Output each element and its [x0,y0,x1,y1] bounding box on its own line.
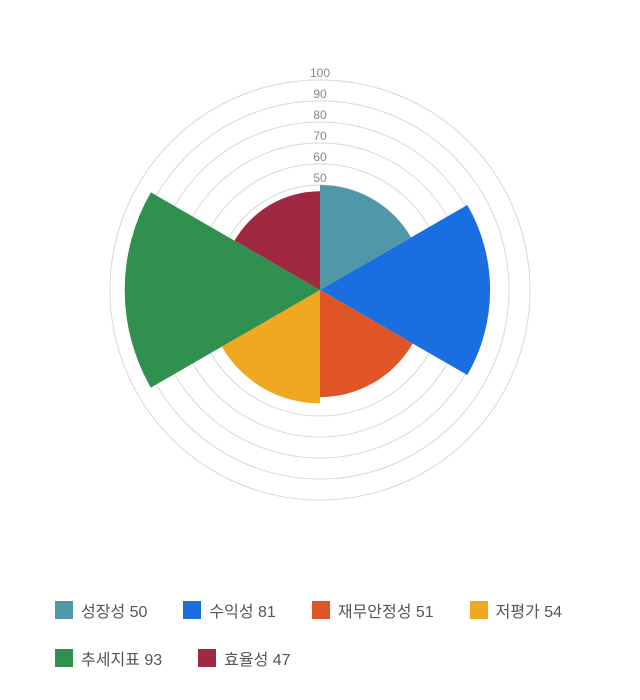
legend-item: 저평가 54 [470,598,562,622]
legend-label: 성장성 50 [81,598,147,622]
legend-label: 재무안정성 51 [338,598,434,622]
chart-svg: 50 60 70 80 90 100 [0,0,640,560]
axis-tick-label: 70 [313,129,327,143]
legend-marker [55,601,73,619]
legend-item: 효율성 47 [198,646,290,670]
legend-marker [55,649,73,667]
legend-marker [312,601,330,619]
legend-label: 수익성 81 [209,598,275,622]
legend-item: 성장성 50 [55,598,147,622]
axis-tick-label: 50 [313,171,327,185]
polar-area-chart: 50 60 70 80 90 100 성장성 50 수익성 81 재무안정성 51 저평가 54… [0,0,640,700]
legend-label: 저평가 54 [496,598,562,622]
legend-label: 효율성 47 [224,646,290,670]
axis-tick-label: 80 [313,108,327,122]
chart-legend: 성장성 50 수익성 81 재무안정성 51 저평가 54 추세지표 93 효율성 47 [55,598,600,670]
axis-tick-label: 90 [313,87,327,101]
legend-marker [470,601,488,619]
axis-tick-label: 100 [310,66,330,80]
legend-label: 추세지표 93 [81,646,162,670]
axis-tick-label: 60 [313,150,327,164]
legend-item: 수익성 81 [183,598,275,622]
legend-item: 추세지표 93 [55,646,162,670]
legend-item: 재무안정성 51 [312,598,434,622]
legend-marker [198,649,216,667]
legend-marker [183,601,201,619]
